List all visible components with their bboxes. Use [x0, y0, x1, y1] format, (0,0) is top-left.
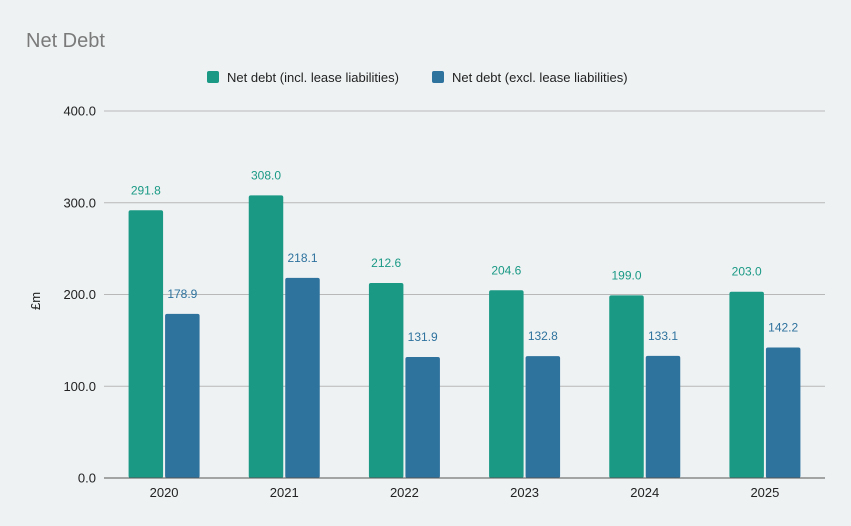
data-label: 178.9 — [167, 287, 197, 301]
legend-label: Net debt (excl. lease liabilities) — [452, 70, 628, 85]
data-label: 203.0 — [732, 265, 762, 279]
bar-incl-2020 — [128, 210, 164, 478]
data-labels: 291.8 178.9 308.0 218.1 212.6 131.9 204.6 132.8… — [131, 168, 799, 344]
y-tick-label: 400.0 — [63, 104, 96, 119]
x-tick-label: 2024 — [630, 485, 659, 500]
bar-excl-2020 — [165, 313, 200, 478]
data-label: 142.2 — [768, 321, 798, 335]
legend-swatch — [207, 71, 219, 83]
y-tick-label: 0.0 — [78, 471, 96, 486]
bar-incl-2021 — [248, 195, 284, 478]
data-label: 204.6 — [491, 263, 521, 277]
y-tick-label: 200.0 — [63, 287, 96, 302]
gridlines — [104, 110, 825, 387]
y-axis-label: £m — [28, 292, 43, 310]
bar-incl-2023 — [489, 290, 524, 478]
legend-label: Net debt (incl. lease liabilities) — [227, 70, 399, 85]
bar-incl-2022 — [368, 282, 404, 478]
legend-item[interactable]: Net debt (incl. lease liabilities) — [207, 70, 399, 85]
chart-title: Net Debt — [26, 30, 105, 52]
data-label: 212.6 — [371, 256, 401, 270]
data-label: 199.0 — [611, 268, 641, 282]
bar-excl-2021 — [285, 277, 320, 478]
y-tick-label: 100.0 — [63, 379, 96, 394]
x-axis-ticks: 2020 2021 2022 2023 2024 2025 — [150, 485, 780, 500]
bar-incl-2024 — [609, 295, 644, 478]
x-tick-label: 2022 — [390, 485, 419, 500]
data-label: 131.9 — [408, 330, 438, 344]
legend: Net debt (incl. lease liabilities) Net de… — [207, 70, 628, 85]
x-tick-label: 2021 — [270, 485, 299, 500]
data-label: 291.8 — [131, 183, 161, 197]
bars — [128, 195, 801, 478]
data-label: 132.8 — [528, 329, 558, 343]
bar-incl-2025 — [729, 291, 764, 478]
x-tick-label: 2020 — [150, 485, 179, 500]
y-axis-ticks: 0.0 100.0 200.0 300.0 400.0 — [63, 104, 96, 486]
x-tick-label: 2023 — [510, 485, 539, 500]
data-label: 133.1 — [648, 329, 678, 343]
legend-swatch — [432, 71, 444, 83]
legend-item[interactable]: Net debt (excl. lease liabilities) — [432, 70, 628, 85]
data-label: 308.0 — [251, 168, 281, 182]
x-tick-label: 2025 — [750, 485, 779, 500]
bar-excl-2023 — [525, 356, 561, 478]
bar-excl-2022 — [405, 356, 440, 478]
bar-excl-2025 — [765, 347, 801, 478]
bar-excl-2024 — [645, 355, 681, 478]
y-tick-label: 300.0 — [63, 195, 96, 210]
data-label: 218.1 — [287, 251, 317, 265]
